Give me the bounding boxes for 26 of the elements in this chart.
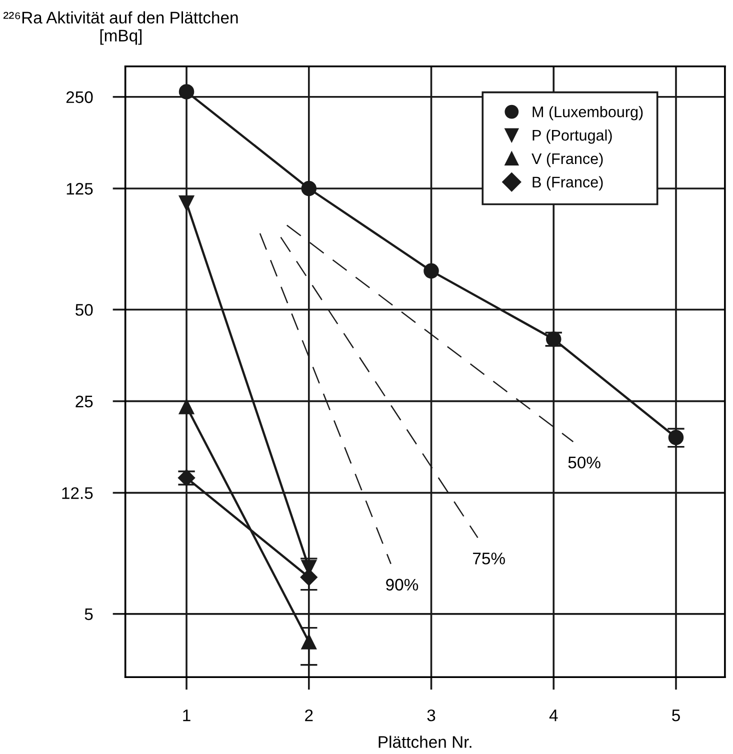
x-tick-label: 5 [672, 710, 680, 722]
legend-label: M (Luxembourg) [532, 106, 643, 120]
legend-label: B (France) [532, 176, 603, 191]
point [178, 84, 194, 100]
y-tick-label: 250 [66, 91, 93, 104]
point [301, 180, 317, 196]
point [424, 263, 439, 279]
legend-label: V (France) [532, 152, 603, 168]
x-tick-label: 3 [427, 709, 436, 722]
series-label: 90% [386, 578, 418, 591]
x-tick-label: 2 [305, 709, 313, 722]
x-axis-title: Plättchen Nr. [378, 736, 472, 748]
series-label: 75% [473, 552, 505, 564]
series-label: 50% [568, 456, 600, 468]
x-tick-label: 1 [183, 710, 190, 722]
y-tick-label: 25 [76, 396, 93, 408]
point [178, 398, 194, 414]
point [178, 195, 194, 211]
y-tick-label: 125 [66, 182, 93, 195]
y-tick-label: 12.5 [62, 487, 93, 500]
point [300, 568, 318, 586]
y-axis-title: ²²⁶Ra Aktivität auf den Plättchen [mBq] [3, 11, 238, 45]
y-tick-label: 50 [76, 304, 93, 316]
legend-label: P (Portugal) [532, 129, 612, 144]
y-tick-label: 5 [84, 608, 93, 620]
x-tick-label: 4 [549, 710, 558, 722]
